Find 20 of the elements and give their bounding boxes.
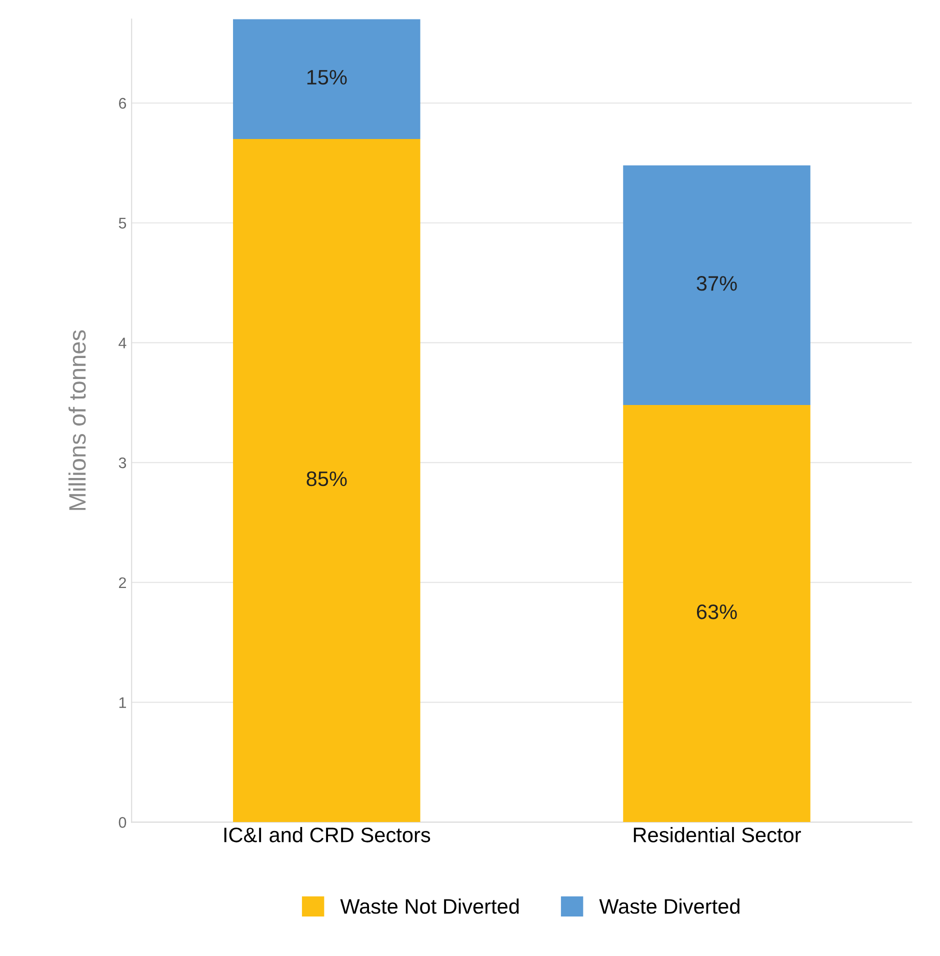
- y-tick-label: 1: [119, 697, 126, 708]
- y-tick-label: 2: [119, 577, 126, 588]
- annotation: 85%: [306, 471, 347, 486]
- y-axis-title: Millions of tonnes: [68, 330, 86, 510]
- annotation: 15%: [307, 70, 347, 85]
- y-tick-label: 5: [118, 218, 126, 229]
- y-tick-label: 0: [118, 817, 126, 828]
- legend-label: Waste Not Diverted: [340, 898, 519, 914]
- bar: [233, 19, 420, 139]
- y-tick-label: 4: [118, 338, 126, 348]
- x-tick-label: Residential Sector: [634, 827, 801, 842]
- bar: [233, 138, 420, 822]
- legend-label: Waste Diverted: [599, 898, 740, 914]
- annotation: 63%: [696, 604, 737, 620]
- bar: [623, 165, 810, 406]
- x-tick-label: IC&I and CRD Sectors: [224, 827, 430, 842]
- bar: [623, 405, 810, 822]
- y-tick-label: 3: [118, 457, 126, 468]
- y-tick-label: 6: [119, 98, 126, 109]
- annotation: 37%: [696, 276, 737, 291]
